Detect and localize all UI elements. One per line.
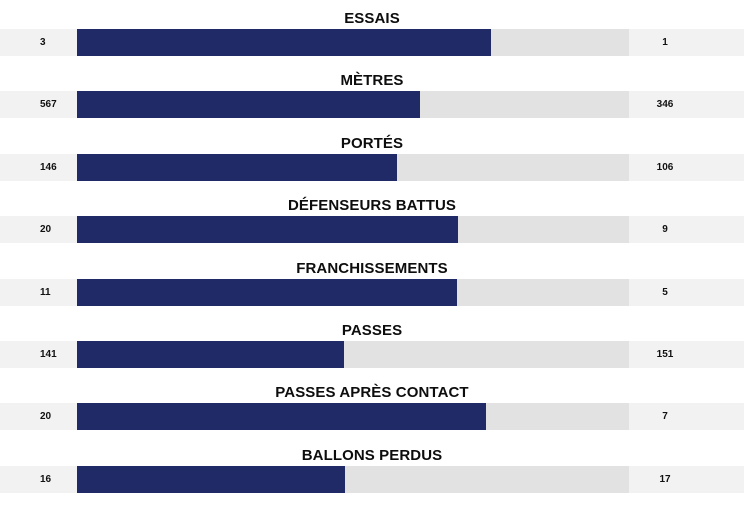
stat-row: 141 151	[0, 340, 744, 368]
stat-bar-track	[77, 216, 629, 244]
stat-passes-apres-contact: PASSES APRÈS CONTACT 20 7	[0, 378, 744, 440]
stat-portes: PORTÉS 146 106	[0, 129, 744, 191]
stat-passes: PASSES 141 151	[0, 316, 744, 378]
stat-metres: MÈTRES 567 346	[0, 66, 744, 128]
home-value: 567	[40, 99, 57, 111]
stat-title: MÈTRES	[340, 72, 404, 90]
away-value: 7	[662, 411, 668, 423]
away-value: 17	[659, 473, 671, 485]
away-value: 1	[662, 37, 668, 48]
stat-row: 11 5	[0, 278, 744, 306]
home-bar	[77, 29, 491, 56]
stat-ballons-perdus: BALLONS PERDUS 16 17	[0, 441, 744, 503]
stat-title: FRANCHISSEMENTS	[296, 259, 448, 277]
home-bar	[77, 153, 397, 181]
stat-title: PASSES	[341, 321, 403, 339]
away-value: 151	[656, 348, 674, 360]
stat-title: PASSES APRÈS CONTACT	[275, 384, 469, 402]
home-value: 3	[40, 37, 46, 48]
home-bar	[77, 278, 457, 306]
home-bar	[77, 340, 344, 368]
stat-row: 20 7	[0, 403, 744, 431]
stat-row: 16 17	[0, 465, 744, 493]
stat-bar-track	[77, 465, 629, 493]
home-bar	[77, 403, 487, 431]
stat-bar-track	[77, 278, 629, 306]
home-value: 20	[40, 224, 52, 236]
stat-bar-track	[77, 91, 629, 119]
away-value: 5	[662, 286, 668, 298]
stat-bar-track	[77, 29, 629, 56]
home-value: 11	[40, 286, 51, 298]
away-value: 106	[656, 161, 674, 173]
home-bar	[77, 216, 458, 244]
stat-essais: ESSAIS 3 1	[0, 4, 744, 66]
home-value: 16	[40, 473, 52, 485]
match-stats-list: ESSAIS 3 1 MÈTRES 567 346 PORTÉS 146 106	[0, 4, 744, 503]
stat-defenseurs-battus: DÉFENSEURS BATTUS 20 9	[0, 191, 744, 253]
stat-bar-track	[77, 153, 629, 181]
away-value: 9	[662, 224, 668, 236]
stat-franchissements: FRANCHISSEMENTS 11 5	[0, 254, 744, 316]
home-value: 20	[40, 411, 52, 423]
stat-row: 3 1	[0, 29, 744, 56]
stat-title: PORTÉS	[340, 134, 404, 152]
home-bar	[77, 465, 345, 493]
stat-title: DÉFENSEURS BATTUS	[287, 197, 457, 215]
home-bar	[77, 91, 420, 119]
stat-row: 146 106	[0, 153, 744, 181]
stat-row: 567 346	[0, 91, 744, 119]
stat-title: ESSAIS	[344, 10, 400, 27]
home-value: 146	[40, 161, 57, 173]
stat-title: BALLONS PERDUS	[301, 446, 443, 464]
stat-bar-track	[77, 340, 629, 368]
home-value: 141	[40, 348, 57, 360]
stat-bar-track	[77, 403, 629, 431]
stat-row: 20 9	[0, 216, 744, 244]
away-value: 346	[656, 99, 674, 111]
